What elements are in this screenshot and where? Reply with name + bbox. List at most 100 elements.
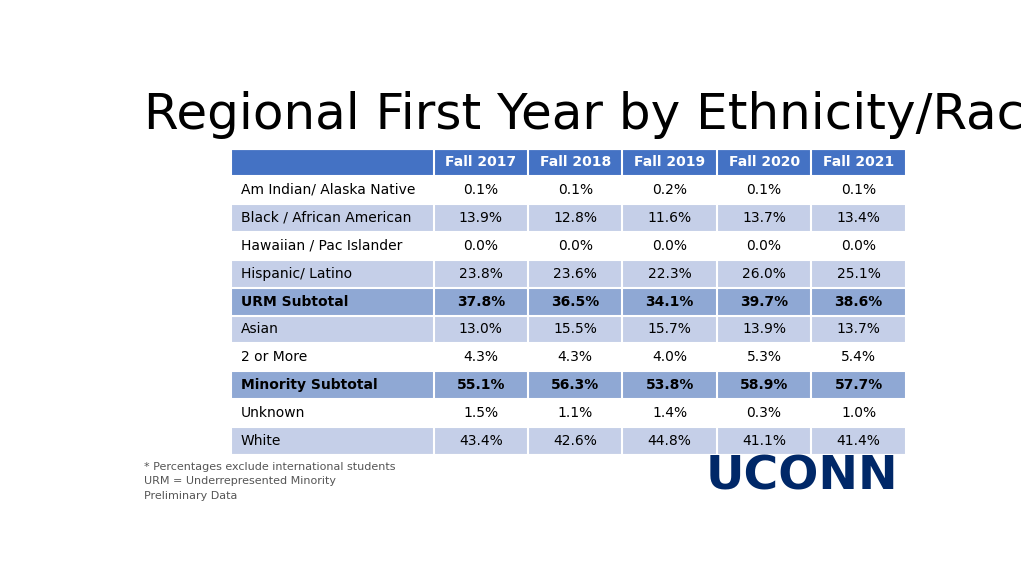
Bar [811, 427, 906, 455]
Bar [528, 287, 623, 316]
Bar [811, 176, 906, 204]
Text: 39.7%: 39.7% [740, 294, 788, 309]
Text: 4.0%: 4.0% [652, 350, 687, 365]
Text: 41.4%: 41.4% [837, 434, 881, 448]
Text: 23.6%: 23.6% [553, 267, 597, 281]
Bar [231, 399, 433, 427]
Text: 0.0%: 0.0% [652, 239, 687, 253]
Bar [433, 372, 528, 399]
Text: 34.1%: 34.1% [645, 294, 694, 309]
Text: 0.2%: 0.2% [652, 183, 687, 197]
Text: Black / African American: Black / African American [241, 211, 411, 225]
Bar [433, 232, 528, 260]
Bar [811, 232, 906, 260]
Text: 38.6%: 38.6% [835, 294, 883, 309]
Text: 13.9%: 13.9% [459, 211, 503, 225]
Text: 13.0%: 13.0% [459, 323, 503, 336]
Bar [717, 316, 811, 343]
Bar [623, 372, 717, 399]
Bar [623, 232, 717, 260]
Bar [433, 176, 528, 204]
Text: 55.1%: 55.1% [457, 378, 505, 392]
Text: 57.7%: 57.7% [835, 378, 883, 392]
Text: 0.1%: 0.1% [463, 183, 499, 197]
Bar [528, 176, 623, 204]
Text: 12.8%: 12.8% [553, 211, 597, 225]
Bar [623, 260, 717, 287]
Bar [717, 176, 811, 204]
Text: 13.7%: 13.7% [837, 323, 881, 336]
Bar [231, 343, 433, 372]
Bar [433, 149, 528, 176]
Text: Hispanic/ Latino: Hispanic/ Latino [241, 267, 352, 281]
Text: 0.3%: 0.3% [746, 406, 781, 420]
Text: Asian: Asian [241, 323, 279, 336]
Bar [623, 343, 717, 372]
Text: 56.3%: 56.3% [551, 378, 599, 392]
Bar [433, 316, 528, 343]
Text: 5.4%: 5.4% [841, 350, 876, 365]
Bar [433, 427, 528, 455]
Bar [717, 399, 811, 427]
Bar [717, 343, 811, 372]
Text: 25.1%: 25.1% [837, 267, 881, 281]
Text: 26.0%: 26.0% [742, 267, 786, 281]
Bar [717, 287, 811, 316]
Text: URM Subtotal: URM Subtotal [241, 294, 348, 309]
Bar [811, 343, 906, 372]
Text: URM = Underrepresented Minority: URM = Underrepresented Minority [143, 476, 336, 486]
Text: White: White [241, 434, 281, 448]
Bar [623, 149, 717, 176]
Bar [231, 287, 433, 316]
Text: 36.5%: 36.5% [551, 294, 599, 309]
Bar [433, 287, 528, 316]
Bar [433, 399, 528, 427]
Bar [717, 149, 811, 176]
Text: 53.8%: 53.8% [645, 378, 694, 392]
Text: Preliminary Data: Preliminary Data [143, 491, 238, 501]
Bar [717, 427, 811, 455]
Text: 44.8%: 44.8% [648, 434, 691, 448]
Text: UCONN: UCONN [706, 454, 898, 499]
Text: 0.0%: 0.0% [841, 239, 876, 253]
Bar [811, 372, 906, 399]
Text: * Percentages exclude international students: * Percentages exclude international stud… [143, 461, 395, 472]
Text: 43.4%: 43.4% [459, 434, 503, 448]
Bar [528, 372, 623, 399]
Bar [231, 204, 433, 232]
Bar [231, 316, 433, 343]
Bar [623, 399, 717, 427]
Text: 0.1%: 0.1% [841, 183, 877, 197]
Text: Unknown: Unknown [241, 406, 305, 420]
Text: 0.1%: 0.1% [558, 183, 593, 197]
Bar [811, 204, 906, 232]
Bar [528, 316, 623, 343]
Bar [528, 204, 623, 232]
Text: Fall 2021: Fall 2021 [823, 156, 894, 169]
Bar [623, 176, 717, 204]
Bar [717, 372, 811, 399]
Text: 22.3%: 22.3% [648, 267, 691, 281]
Text: 11.6%: 11.6% [647, 211, 691, 225]
Bar [231, 232, 433, 260]
Text: Hawaiian / Pac Islander: Hawaiian / Pac Islander [241, 239, 402, 253]
Text: Fall 2017: Fall 2017 [445, 156, 516, 169]
Bar [433, 204, 528, 232]
Bar [623, 204, 717, 232]
Bar [528, 399, 623, 427]
Text: 23.8%: 23.8% [459, 267, 503, 281]
Bar [528, 260, 623, 287]
Text: Regional First Year by Ethnicity/Race*: Regional First Year by Ethnicity/Race* [143, 92, 1024, 139]
Bar [811, 149, 906, 176]
Bar [623, 316, 717, 343]
Text: Minority Subtotal: Minority Subtotal [241, 378, 377, 392]
Text: 1.1%: 1.1% [558, 406, 593, 420]
Bar [623, 427, 717, 455]
Text: 4.3%: 4.3% [558, 350, 593, 365]
Bar [528, 343, 623, 372]
Text: 0.1%: 0.1% [746, 183, 781, 197]
Text: 15.7%: 15.7% [648, 323, 691, 336]
Bar [717, 232, 811, 260]
Text: 5.3%: 5.3% [746, 350, 781, 365]
Text: 1.0%: 1.0% [841, 406, 877, 420]
